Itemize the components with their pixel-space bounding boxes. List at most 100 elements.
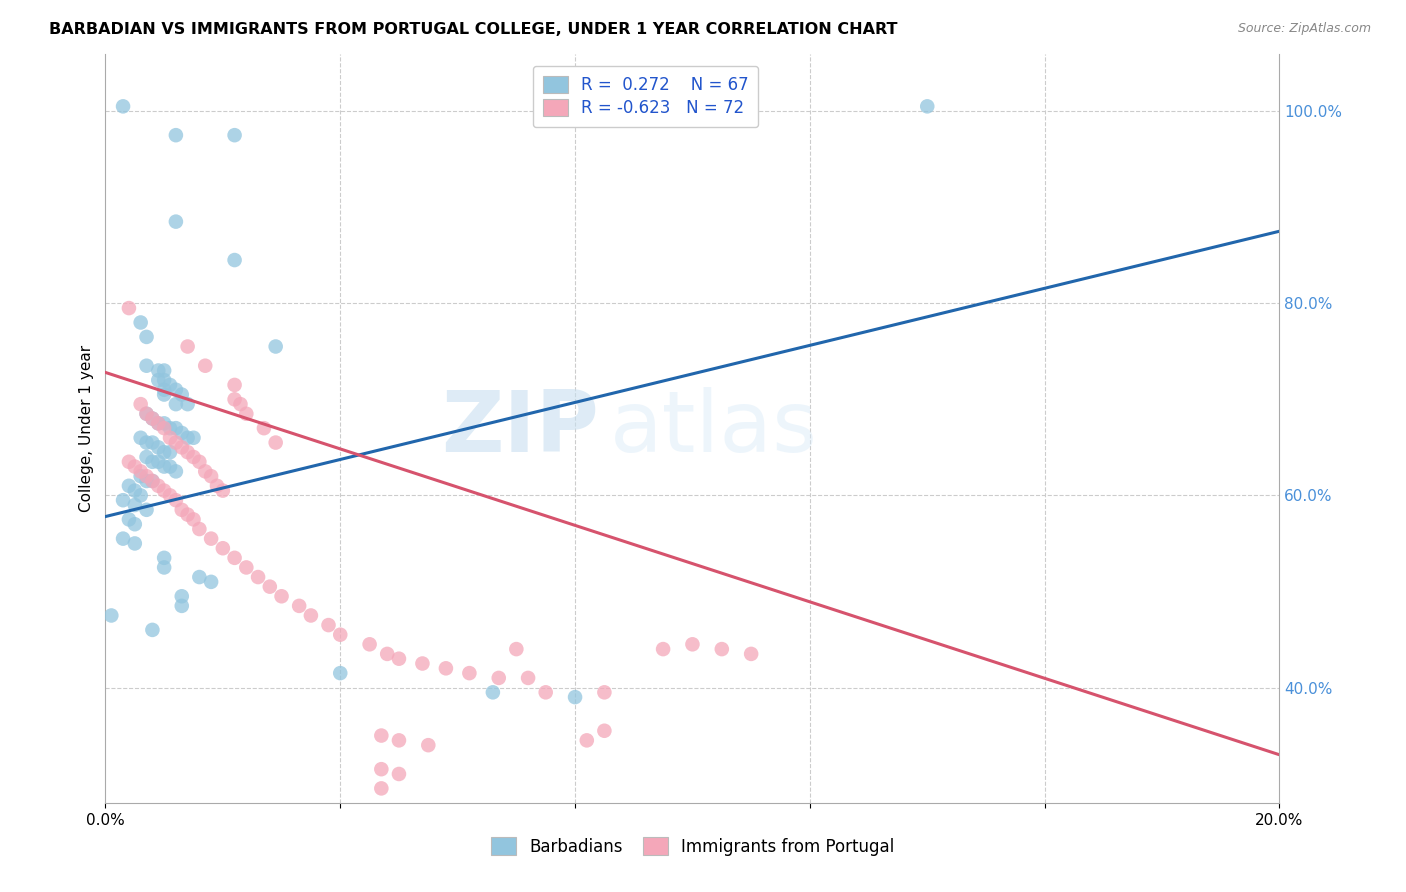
Y-axis label: College, Under 1 year: College, Under 1 year xyxy=(79,344,94,512)
Point xyxy=(135,474,157,488)
Point xyxy=(159,431,181,445)
Text: ZIP: ZIP xyxy=(441,386,599,470)
Point xyxy=(170,589,193,603)
Point xyxy=(153,421,176,435)
Point xyxy=(141,623,163,637)
Point xyxy=(112,99,135,113)
Point xyxy=(388,767,411,781)
Point xyxy=(118,512,141,526)
Point xyxy=(141,411,163,425)
Point xyxy=(682,637,704,651)
Point xyxy=(183,512,205,526)
Point xyxy=(211,483,233,498)
Point xyxy=(370,762,392,776)
Point xyxy=(575,733,598,747)
Point xyxy=(129,464,152,478)
Point xyxy=(710,642,733,657)
Point xyxy=(593,685,616,699)
Point xyxy=(183,450,205,464)
Point xyxy=(434,661,457,675)
Point xyxy=(141,474,163,488)
Point xyxy=(100,608,122,623)
Point xyxy=(148,373,170,387)
Point xyxy=(388,651,411,665)
Point xyxy=(148,455,170,469)
Point xyxy=(141,435,163,450)
Point xyxy=(370,729,392,743)
Point xyxy=(411,657,433,671)
Point xyxy=(564,690,586,705)
Point xyxy=(917,99,939,113)
Point xyxy=(165,464,187,478)
Point xyxy=(505,642,527,657)
Point xyxy=(148,363,170,377)
Point xyxy=(153,373,176,387)
Point xyxy=(153,560,176,574)
Point xyxy=(165,397,187,411)
Point xyxy=(141,474,163,488)
Point xyxy=(211,541,233,556)
Point xyxy=(224,378,246,392)
Point xyxy=(165,128,187,143)
Point xyxy=(318,618,340,632)
Point xyxy=(418,738,440,752)
Point xyxy=(482,685,505,699)
Point xyxy=(148,441,170,455)
Point xyxy=(159,459,181,474)
Point xyxy=(124,517,146,532)
Point xyxy=(165,421,187,435)
Point xyxy=(194,464,217,478)
Point xyxy=(359,637,381,651)
Point xyxy=(370,781,392,796)
Point xyxy=(259,580,281,594)
Text: Source: ZipAtlas.com: Source: ZipAtlas.com xyxy=(1237,22,1371,36)
Point xyxy=(170,441,193,455)
Point xyxy=(153,445,176,459)
Point xyxy=(205,479,228,493)
Point xyxy=(153,483,176,498)
Point xyxy=(129,469,152,483)
Point xyxy=(165,214,187,228)
Point xyxy=(188,522,211,536)
Point xyxy=(200,469,222,483)
Point xyxy=(375,647,398,661)
Point xyxy=(253,421,276,435)
Point xyxy=(141,411,163,425)
Point xyxy=(188,455,211,469)
Point xyxy=(176,339,198,353)
Point xyxy=(200,574,222,589)
Point xyxy=(247,570,270,584)
Point xyxy=(129,488,152,502)
Point xyxy=(652,642,675,657)
Point xyxy=(165,435,187,450)
Point xyxy=(388,733,411,747)
Point xyxy=(159,378,181,392)
Point xyxy=(329,666,352,681)
Point xyxy=(200,532,222,546)
Point xyxy=(129,316,152,330)
Point xyxy=(153,363,176,377)
Point xyxy=(159,445,181,459)
Point xyxy=(224,550,246,565)
Point xyxy=(129,431,152,445)
Point xyxy=(176,397,198,411)
Point xyxy=(235,560,257,574)
Point xyxy=(153,550,176,565)
Point xyxy=(135,435,157,450)
Point xyxy=(159,421,181,435)
Point xyxy=(229,397,252,411)
Point xyxy=(118,479,141,493)
Point xyxy=(165,383,187,397)
Point xyxy=(170,387,193,401)
Point xyxy=(488,671,510,685)
Point xyxy=(740,647,762,661)
Point xyxy=(135,407,157,421)
Point xyxy=(176,431,198,445)
Point xyxy=(135,407,157,421)
Legend: Barbadians, Immigrants from Portugal: Barbadians, Immigrants from Portugal xyxy=(481,828,904,865)
Point xyxy=(118,455,141,469)
Point xyxy=(124,459,146,474)
Point xyxy=(135,330,157,344)
Point xyxy=(148,417,170,431)
Point xyxy=(235,407,257,421)
